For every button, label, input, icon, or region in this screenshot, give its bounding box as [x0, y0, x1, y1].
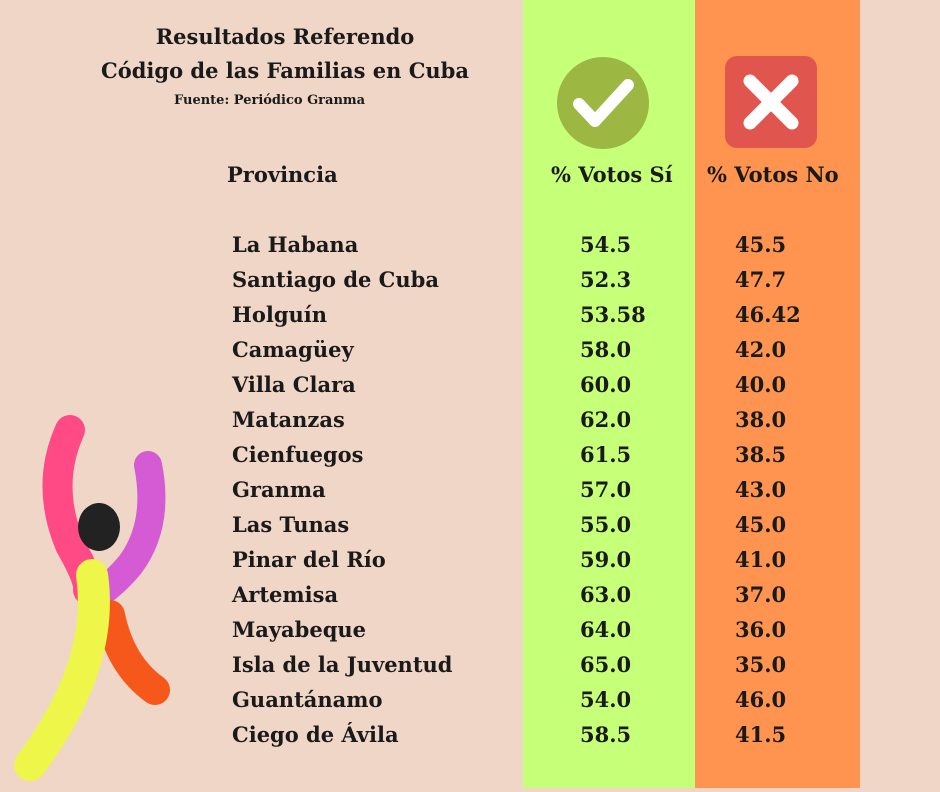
province-name: Las Tunas [232, 512, 350, 537]
yes-percent: 59.0 [580, 547, 632, 572]
no-percent: 36.0 [735, 617, 787, 642]
yes-percent: 54.5 [580, 232, 632, 257]
table-row: Isla de la Juventud 65.0 35.0 [0, 648, 940, 683]
yes-percent: 64.0 [580, 617, 632, 642]
no-percent: 43.0 [735, 477, 787, 502]
table-row: Las Tunas 55.0 45.0 [0, 508, 940, 543]
province-name: Granma [232, 477, 326, 502]
header-province: Provincia [227, 162, 338, 187]
no-percent: 41.5 [735, 722, 787, 747]
no-percent: 38.0 [735, 407, 787, 432]
family-figure-illustration [10, 405, 190, 788]
table-row: Pinar del Río 59.0 41.0 [0, 543, 940, 578]
province-name: Holguín [232, 302, 328, 327]
no-percent: 45.0 [735, 512, 787, 537]
no-percent: 42.0 [735, 337, 787, 362]
yes-percent: 63.0 [580, 582, 632, 607]
no-percent: 41.0 [735, 547, 787, 572]
yes-percent: 62.0 [580, 407, 632, 432]
province-name: Matanzas [232, 407, 345, 432]
header-no: % Votos No [707, 162, 839, 187]
table-row: La Habana 54.5 45.5 [0, 228, 940, 263]
province-name: Camagüey [232, 337, 354, 362]
province-name: Isla de la Juventud [232, 652, 453, 677]
province-name: Santiago de Cuba [232, 267, 439, 292]
yes-percent: 53.58 [580, 302, 646, 327]
no-percent: 46.0 [735, 687, 787, 712]
province-name: Mayabeque [232, 617, 367, 642]
province-name: Pinar del Río [232, 547, 386, 572]
yes-percent: 58.5 [580, 722, 632, 747]
province-name: Guantánamo [232, 687, 383, 712]
table-row: Villa Clara 60.0 40.0 [0, 368, 940, 403]
table-row: Cienfuegos 61.5 38.5 [0, 438, 940, 473]
yes-percent: 58.0 [580, 337, 632, 362]
yes-percent: 52.3 [580, 267, 632, 292]
yes-percent: 61.5 [580, 442, 632, 467]
no-percent: 38.5 [735, 442, 787, 467]
source-note: Fuente: Periódico Granma [174, 93, 366, 108]
check-icon [557, 57, 649, 149]
province-name: Cienfuegos [232, 442, 364, 467]
no-percent: 45.5 [735, 232, 787, 257]
table-row: Mayabeque 64.0 36.0 [0, 613, 940, 648]
no-percent: 40.0 [735, 372, 787, 397]
table-row: Guantánamo 54.0 46.0 [0, 683, 940, 718]
no-percent: 46.42 [735, 302, 801, 327]
page-title: Resultados Referendo [155, 24, 415, 49]
yes-percent: 60.0 [580, 372, 632, 397]
province-name: Villa Clara [232, 372, 356, 397]
page-subtitle: Código de las Familias en Cuba [101, 58, 469, 83]
yes-percent: 55.0 [580, 512, 632, 537]
table-row: Ciego de Ávila 58.5 41.5 [0, 718, 940, 753]
yes-percent: 57.0 [580, 477, 632, 502]
table-row: Camagüey 58.0 42.0 [0, 333, 940, 368]
no-percent: 37.0 [735, 582, 787, 607]
table-row: Holguín 53.58 46.42 [0, 298, 940, 333]
no-percent: 35.0 [735, 652, 787, 677]
table-row: Santiago de Cuba 52.3 47.7 [0, 263, 940, 298]
table-row: Matanzas 62.0 38.0 [0, 403, 940, 438]
province-name: La Habana [232, 232, 359, 257]
no-percent: 47.7 [735, 267, 787, 292]
province-name: Artemisa [232, 582, 339, 607]
results-table: La Habana 54.5 45.5 Santiago de Cuba 52.3 47.… [0, 228, 940, 753]
yes-percent: 54.0 [580, 687, 632, 712]
province-name: Ciego de Ávila [232, 722, 399, 747]
yes-percent: 65.0 [580, 652, 632, 677]
x-icon [725, 56, 817, 148]
header-yes: % Votos Sí [551, 162, 673, 187]
table-row: Artemisa 63.0 37.0 [0, 578, 940, 613]
table-row: Granma 57.0 43.0 [0, 473, 940, 508]
